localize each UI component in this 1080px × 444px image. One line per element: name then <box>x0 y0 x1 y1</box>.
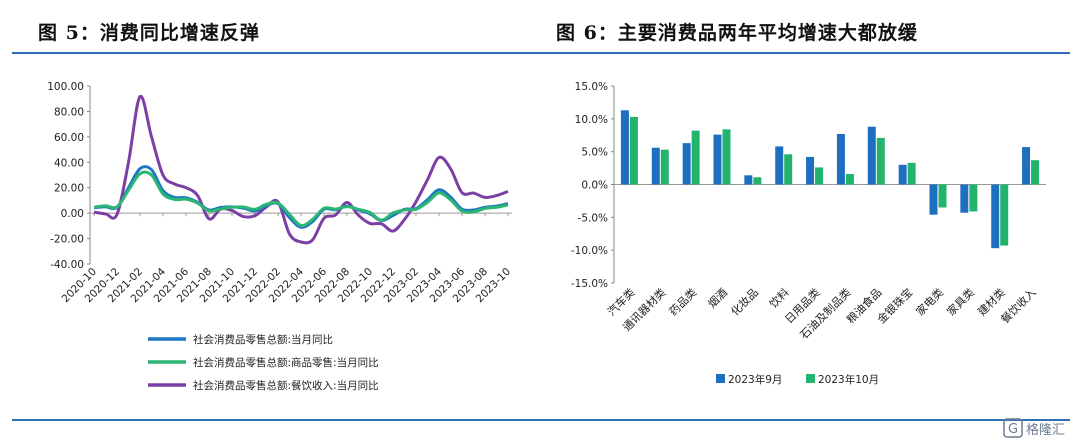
bar-legend-label: 2023年10月 <box>818 373 879 386</box>
bar-category-label: 饮料 <box>766 285 791 310</box>
bar-0 <box>806 156 815 185</box>
watermark-text: 格隆汇 <box>1026 422 1065 438</box>
watermark-logo-icon <box>1003 418 1023 438</box>
bar-1 <box>938 184 947 208</box>
line-y-tick-label: 100.00 <box>47 81 84 93</box>
bar-1 <box>845 173 854 185</box>
line-y-tick-label: 0.00 <box>61 208 84 220</box>
bar-1 <box>691 130 700 185</box>
chart-left-title: 图 5：消费同比增速反弹 <box>38 22 260 44</box>
bar-category-label: 化妆品 <box>728 285 761 318</box>
bar-category-label: 家具类 <box>944 285 977 318</box>
bar-legend-swatch <box>806 374 815 383</box>
bar-0 <box>651 147 660 185</box>
bar-0 <box>713 134 722 185</box>
line-y-tick-label: 60.00 <box>54 132 84 144</box>
bar-y-tick-label: 0.0% <box>581 180 608 192</box>
line-legend-label: 社会消费品零售总额:商品零售:当月同比 <box>193 356 379 369</box>
bar-0 <box>991 184 1000 249</box>
line-y-tick-label: -20.00 <box>50 234 84 246</box>
bar-1 <box>660 149 669 185</box>
watermark-logo-letter: G <box>1008 422 1018 437</box>
line-y-tick-label: -40.00 <box>50 259 84 271</box>
bar-0 <box>620 110 629 185</box>
bar-0 <box>744 175 753 185</box>
bar-1 <box>629 116 638 185</box>
bar-y-tick-label: 10.0% <box>575 114 608 126</box>
bar-y-tick-label: -5.0% <box>578 212 608 224</box>
bar-0 <box>898 164 907 185</box>
bar-0 <box>1022 147 1031 185</box>
bar-0 <box>836 133 845 185</box>
bar-0 <box>867 126 876 185</box>
bar-category-label: 药品类 <box>666 285 699 318</box>
bar-chart: 15.0%10.0%5.0%0.0%-5.0%-10.0%-15.0%汽车类通讯… <box>571 81 1046 386</box>
bar-1 <box>753 177 762 185</box>
bar-0 <box>929 184 938 215</box>
bar-1 <box>876 137 885 185</box>
line-legend-label: 社会消费品零售总额:当月同比 <box>193 333 333 346</box>
bar-0 <box>775 146 784 185</box>
line-chart: 100.00 80.00 60.00 40.00 20.00 0.00 -20.00 -40.… <box>47 81 513 392</box>
bar-y-tick-label: 5.0% <box>581 147 608 159</box>
bar-1 <box>815 167 824 185</box>
line-y-tick-label: 80.00 <box>54 106 84 118</box>
bar-y-tick-label: -10.0% <box>571 245 608 257</box>
bar-1 <box>1000 184 1009 246</box>
bar-category-label: 烟酒 <box>705 285 730 310</box>
bar-1 <box>969 184 978 212</box>
bar-1 <box>1031 160 1040 185</box>
bar-1 <box>784 154 793 185</box>
bar-1 <box>907 162 916 185</box>
bar-y-tick-label: 15.0% <box>575 81 608 93</box>
bar-0 <box>960 184 969 213</box>
chart-right-title: 图 6：主要消费品两年平均增速大都放缓 <box>556 22 918 44</box>
line-series-2 <box>93 95 509 245</box>
line-series-0 <box>93 165 509 229</box>
bar-category-label: 家电类 <box>913 285 946 318</box>
top-rule <box>12 52 1070 54</box>
bar-0 <box>682 143 691 185</box>
bar-y-tick-label: -15.0% <box>571 278 608 290</box>
line-series-1 <box>93 170 509 228</box>
line-y-tick-label: 20.00 <box>54 183 84 195</box>
bar-legend-label: 2023年9月 <box>728 373 782 386</box>
bar-legend-swatch <box>716 374 725 383</box>
line-legend-label: 社会消费品零售总额:餐饮收入:当月同比 <box>193 379 379 392</box>
bottom-rule <box>12 419 1070 421</box>
bar-1 <box>722 129 731 185</box>
watermark: G 格隆汇 <box>1003 418 1065 438</box>
line-y-tick-label: 40.00 <box>54 157 84 169</box>
